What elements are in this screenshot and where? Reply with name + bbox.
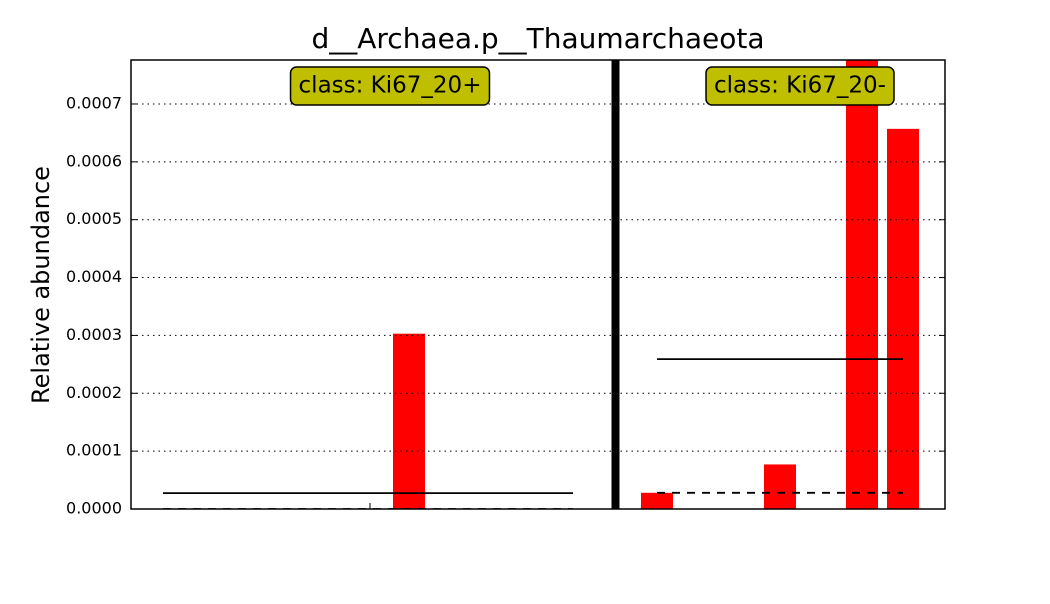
- bar: [393, 333, 425, 509]
- y-axis-label: Relative abundance: [27, 166, 55, 404]
- y-tick-label: 0.0005: [66, 209, 122, 228]
- bar: [641, 492, 673, 509]
- chart-title: d__Archaea.p__Thaumarchaeota: [311, 22, 764, 55]
- y-tick-label: 0.0007: [66, 93, 122, 112]
- y-tick-label: 0.0002: [66, 383, 122, 402]
- y-tick-label: 0.0000: [66, 499, 122, 518]
- y-tick-label: 0.0006: [66, 151, 122, 170]
- plot-frame: [130, 59, 946, 510]
- plot-area: [163, 60, 919, 509]
- group-label: class: Ki67_20-: [714, 73, 886, 99]
- bar: [887, 128, 919, 509]
- group-label: class: Ki67_20+: [299, 73, 482, 99]
- group-label-box: [705, 66, 895, 106]
- y-tick-label: 0.0004: [66, 267, 122, 286]
- y-tick-label: 0.0003: [66, 325, 122, 344]
- y-tick-label: 0.0001: [66, 441, 122, 460]
- bar: [764, 464, 796, 509]
- group-label-box: [289, 66, 491, 106]
- bar: [846, 60, 878, 509]
